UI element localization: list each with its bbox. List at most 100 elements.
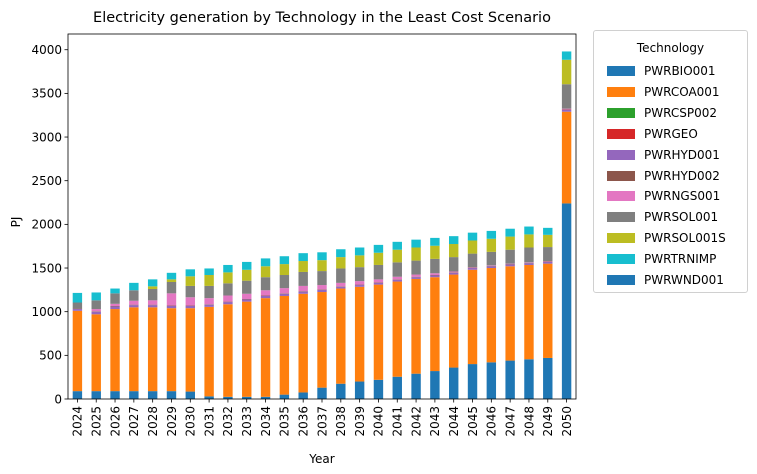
bar-segment-pwrhyd001-2033 [242, 299, 252, 302]
bar-segment-pwrbio001-2031 [204, 396, 214, 399]
bar-segment-pwrhyd001-2027 [129, 305, 139, 308]
bar-segment-pwrhyd001-2050 [561, 109, 572, 112]
bar-segment-pwrhyd001-2031 [204, 304, 214, 307]
y-axis-label: PJ [9, 217, 23, 228]
legend-swatch [607, 170, 635, 181]
x-tick-label: 2029 [165, 406, 179, 437]
legend-item-pwrwnd001: PWRWND001 [607, 272, 724, 288]
bar-segment-pwrsol001-2034 [260, 277, 271, 291]
bar-segment-pwrbio001-2045 [467, 364, 478, 399]
bar-segment-pwrbio001-2026 [110, 391, 120, 399]
bar-segment-pwrsol001-2026 [110, 293, 120, 304]
bar-segment-pwrsol001-2036 [298, 271, 308, 286]
bar-segment-pwrsol001-2030 [185, 285, 195, 298]
bar-segment-pwrsol001s-2046 [486, 238, 497, 252]
x-tick-label: 2042 [409, 406, 423, 437]
bar-segment-pwrbio001-2049 [543, 357, 553, 399]
bar-segment-pwrsol001-2025 [91, 300, 101, 310]
bar-segment-pwrbio001-2048 [524, 359, 534, 399]
y-tick-label: 1000 [31, 305, 62, 319]
bar-segment-pwrhyd001-2043 [430, 275, 440, 278]
x-tick-label: 2040 [372, 406, 386, 437]
bar-segment-pwrhyd001-2035 [279, 293, 290, 296]
bar-segment-pwrhyd001-2032 [223, 302, 233, 305]
bar-segment-pwrngs001-2030 [185, 297, 195, 306]
bar-segment-pwrhyd001-2045 [467, 268, 478, 270]
legend-label: PWRSOL001S [644, 231, 726, 246]
y-tick-label: 1500 [31, 261, 62, 275]
bar-segment-pwrngs001-2041 [392, 276, 402, 280]
bar-segment-pwrsol001-2050 [561, 84, 572, 109]
y-tick-label: 500 [39, 349, 62, 363]
bar-segment-pwrbio001-2044 [449, 367, 459, 399]
bar-segment-pwrcoa001-2040 [373, 284, 384, 380]
bar-segment-pwrcoa001-2034 [260, 298, 271, 397]
bar-segment-pwrsol001-2032 [223, 283, 233, 296]
bar-segment-pwrcoa001-2031 [204, 306, 214, 397]
legend: Technology PWRBIO001 PWRCOA001 PWRCSP002 PW… [593, 30, 748, 293]
bar-segment-pwrngs001-2032 [223, 295, 233, 302]
legend-swatch [607, 66, 635, 76]
bar-segment-pwrngs001-2040 [373, 279, 384, 283]
bar-segment-pwrtrnimp-2038 [336, 249, 346, 258]
bar-segment-pwrtrnimp-2037 [317, 252, 327, 261]
bar-segment-pwrhyd001-2041 [392, 279, 402, 282]
bar-segment-pwrtrnimp-2049 [543, 227, 553, 235]
x-tick-label: 2036 [296, 406, 310, 437]
legend-swatch [607, 275, 635, 285]
bar-segment-pwrsol001s-2030 [185, 276, 195, 286]
bar-segment-pwrcoa001-2038 [336, 288, 346, 384]
x-tick-label: 2047 [503, 406, 517, 437]
x-tick-label: 2041 [391, 406, 405, 437]
bar-segment-pwrsol001-2029 [166, 281, 177, 294]
legend-swatch [607, 149, 635, 160]
legend-swatch [607, 212, 635, 223]
bar-segment-pwrbio001-2030 [185, 391, 195, 399]
bar-segment-pwrtrnimp-2039 [354, 247, 365, 256]
y-tick-label: 2000 [31, 218, 62, 232]
legend-label: PWRHYD001 [644, 147, 720, 162]
x-tick-label: 2027 [127, 406, 141, 437]
bar-segment-pwrsol001-2044 [449, 257, 459, 272]
bar-segment-pwrsol001s-2043 [430, 245, 440, 259]
bar-segment-pwrcoa001-2049 [543, 263, 553, 358]
bar-segment-pwrtrnimp-2035 [279, 256, 290, 265]
legend-swatch [607, 254, 635, 265]
x-tick-label: 2028 [146, 406, 160, 437]
bar-segment-pwrhyd001-2044 [449, 272, 459, 275]
bar-segment-pwrngs001-2037 [317, 285, 327, 290]
bar-segment-pwrsol001-2048 [524, 247, 534, 263]
bar-segment-pwrsol001s-2049 [543, 234, 553, 248]
legend-swatch [607, 128, 635, 139]
x-tick-label: 2048 [522, 406, 536, 437]
bar-segment-pwrtrnimp-2033 [242, 261, 252, 270]
bar-segment-pwrsol001-2042 [411, 260, 421, 275]
bar-segment-pwrngs001-2033 [242, 293, 252, 300]
legend-title: Technology [636, 41, 705, 55]
bar-segment-pwrsol001s-2041 [392, 249, 402, 263]
bar-segment-pwrbio001-2035 [279, 394, 290, 399]
bar-segment-pwrbio001-2033 [242, 396, 252, 399]
bar-segment-pwrngs001-2029 [166, 293, 177, 306]
bar-segment-pwrcoa001-2050 [561, 111, 572, 204]
bar-segment-pwrcoa001-2047 [505, 266, 515, 361]
y-tick-label: 4000 [31, 43, 62, 57]
y-tick-label: 0 [54, 392, 62, 406]
bar-segment-pwrbio001-2042 [411, 373, 421, 399]
bar-segment-pwrtrnimp-2036 [298, 253, 308, 262]
bar-segment-pwrhyd001-2039 [354, 285, 365, 287]
legend-label: PWRHYD002 [644, 168, 720, 183]
bars-layer [72, 51, 572, 399]
legend-swatch [607, 86, 635, 97]
y-tick-label: 3000 [31, 130, 62, 144]
bar-segment-pwrsol001-2045 [467, 253, 478, 268]
bar-segment-pwrcoa001-2039 [354, 286, 365, 382]
bar-segment-pwrsol001s-2045 [467, 240, 478, 254]
bar-segment-pwrhyd001-2028 [147, 305, 158, 308]
x-tick-label: 2026 [108, 406, 122, 437]
bar-segment-pwrhyd001-2034 [260, 295, 271, 299]
bar-segment-pwrsol001s-2047 [505, 236, 515, 250]
bar-segment-pwrtrnimp-2042 [411, 239, 421, 248]
bar-segment-pwrtrnimp-2047 [505, 228, 515, 237]
x-tick-label: 2043 [428, 406, 442, 437]
